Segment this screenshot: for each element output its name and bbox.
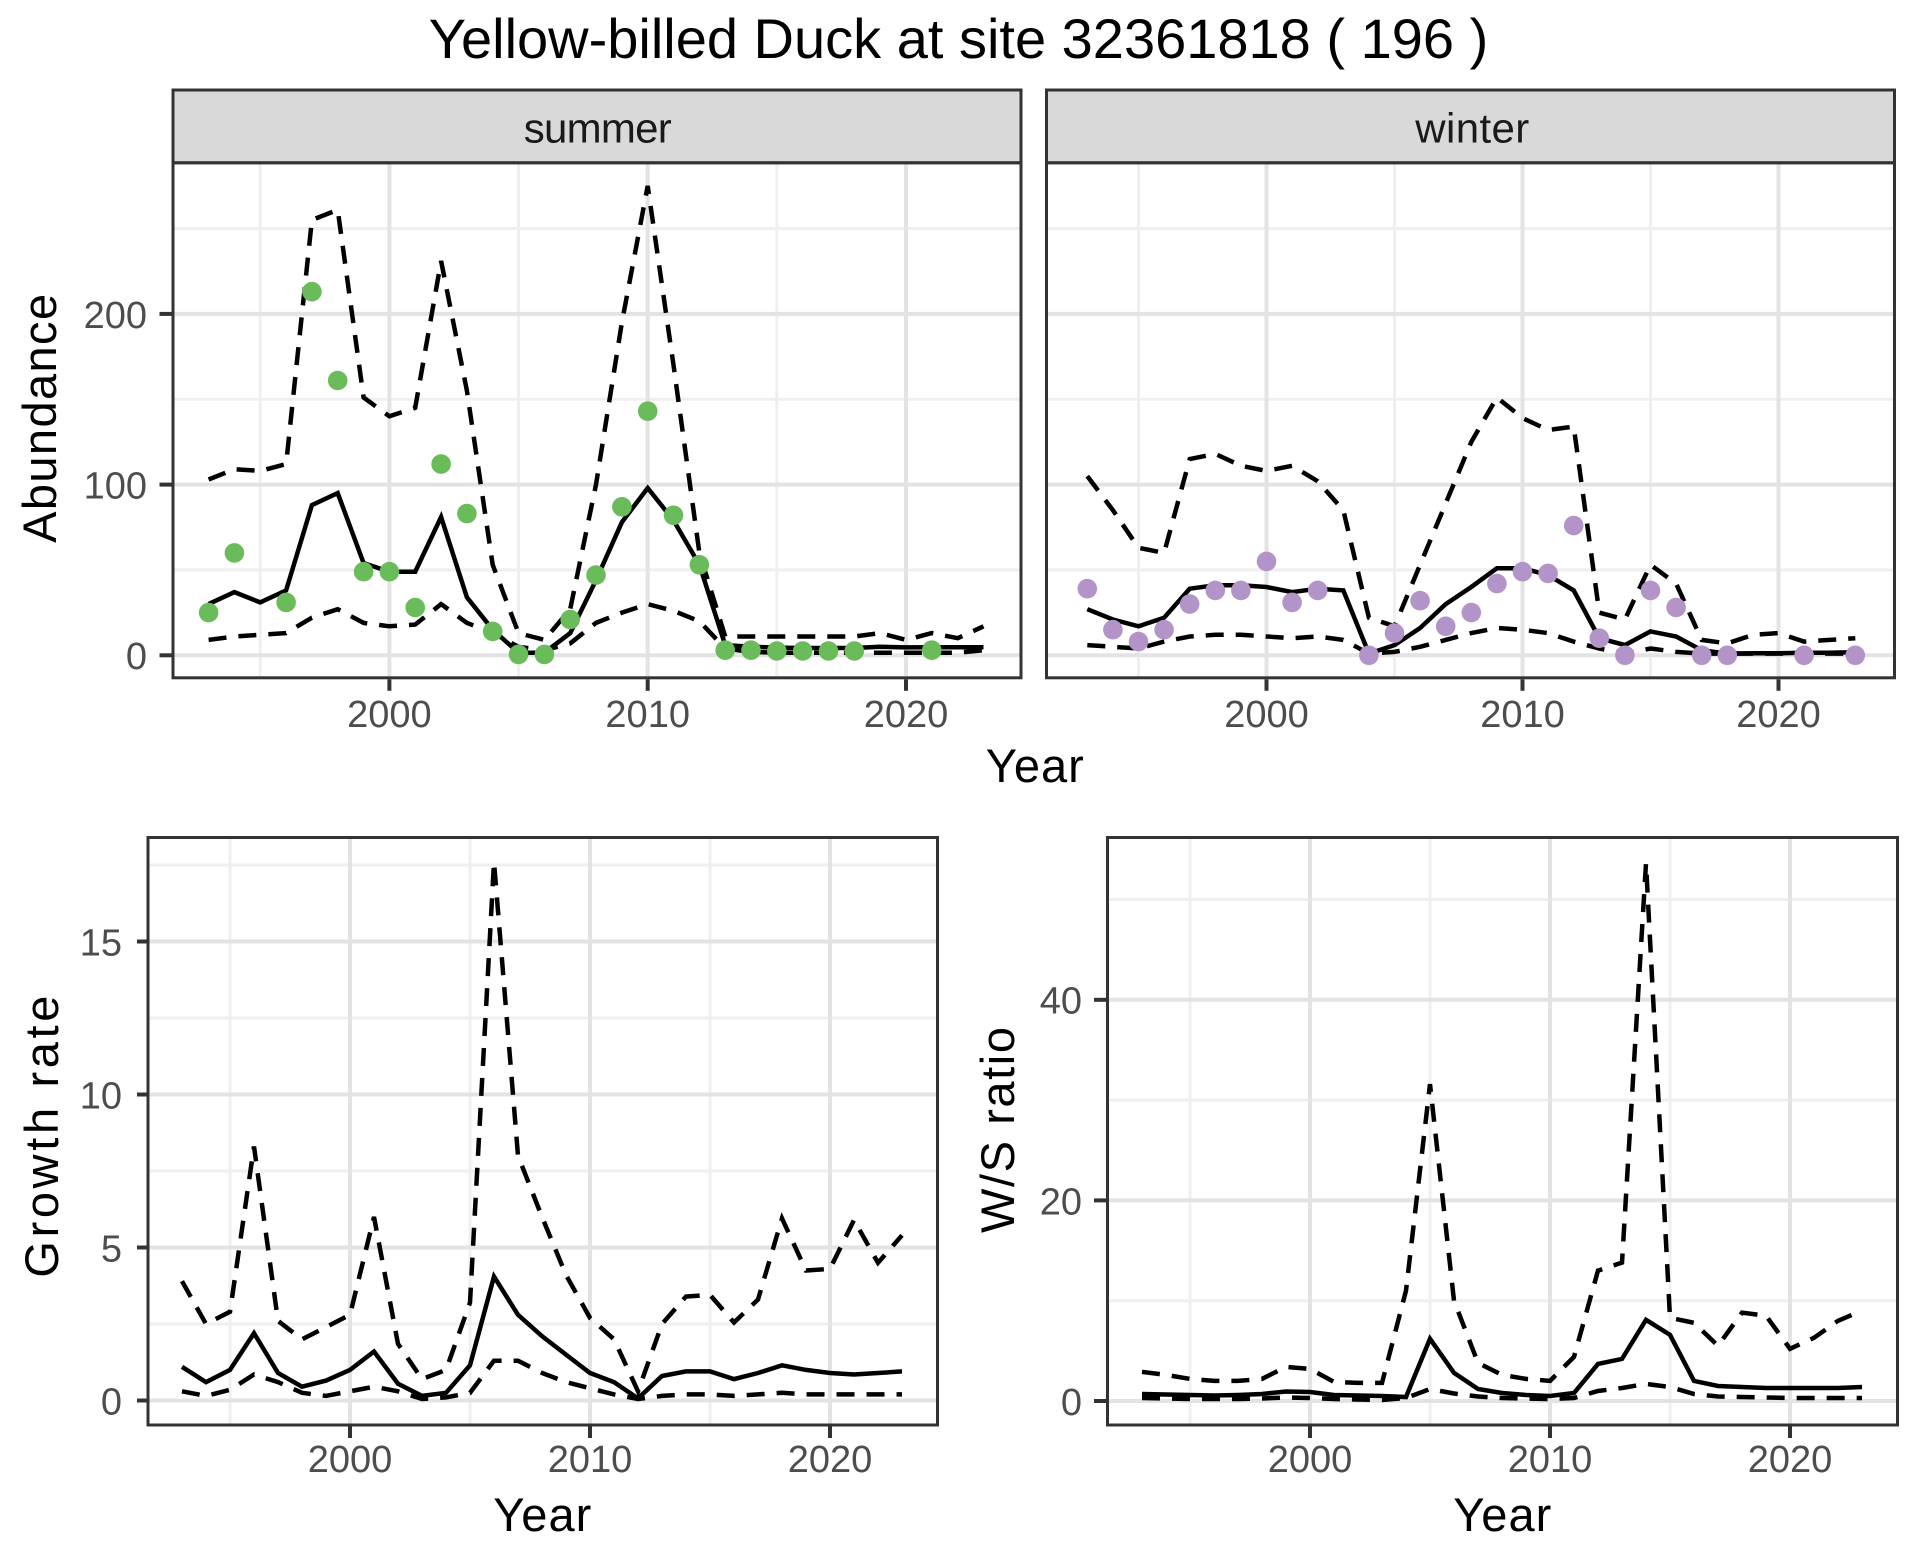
svg-text:0: 0 [1061,1382,1082,1424]
svg-text:2010: 2010 [1480,694,1565,736]
svg-text:0: 0 [101,1381,122,1423]
svg-text:winter: winter [1414,105,1529,152]
svg-text:Year: Year [493,1488,591,1541]
svg-text:200: 200 [84,295,147,337]
svg-text:10: 10 [80,1075,122,1117]
svg-text:Abundance: Abundance [13,294,66,543]
svg-text:summer: summer [524,105,672,152]
svg-text:0: 0 [126,636,147,678]
svg-text:2000: 2000 [308,1439,393,1481]
svg-text:2000: 2000 [1268,1439,1353,1481]
svg-text:40: 40 [1040,981,1082,1023]
svg-text:Yellow-billed Duck at site 323: Yellow-billed Duck at site 32361818 ( 19… [429,7,1488,70]
svg-text:2020: 2020 [1748,1439,1833,1481]
svg-text:100: 100 [84,466,147,508]
svg-text:2000: 2000 [1224,694,1309,736]
svg-text:2020: 2020 [864,694,949,736]
svg-text:2010: 2010 [605,694,690,736]
svg-text:2020: 2020 [1736,694,1821,736]
svg-text:W/S ratio: W/S ratio [971,1027,1024,1233]
svg-text:2020: 2020 [788,1439,873,1481]
svg-text:5: 5 [101,1228,122,1270]
svg-text:20: 20 [1040,1181,1082,1223]
svg-text:15: 15 [80,922,122,964]
svg-text:Year: Year [986,739,1084,792]
svg-text:2010: 2010 [548,1439,633,1481]
svg-text:2000: 2000 [347,694,432,736]
svg-text:Year: Year [1453,1488,1551,1541]
svg-text:2010: 2010 [1508,1439,1593,1481]
